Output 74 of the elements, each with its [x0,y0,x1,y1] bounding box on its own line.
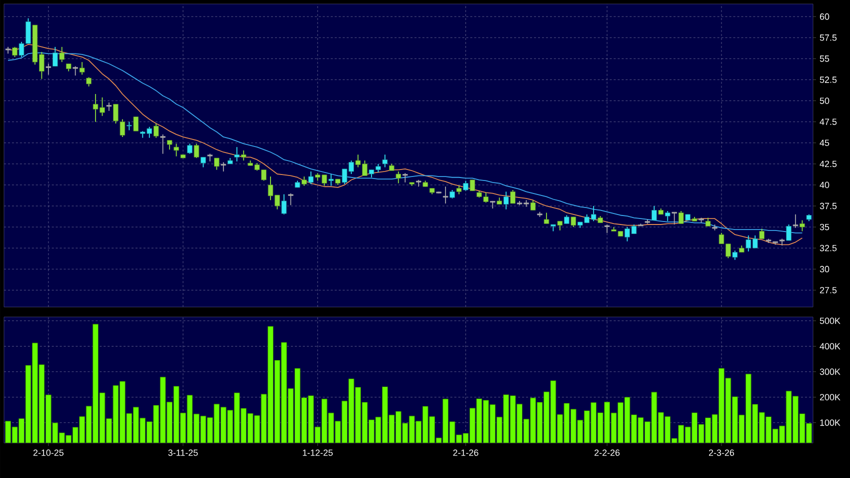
candlestick [153,123,159,138]
candlestick [557,220,563,231]
candlestick [187,143,192,154]
candlestick [79,62,85,76]
y-tick-label: 42.5 [820,160,837,168]
candlestick [604,224,610,234]
candlestick [46,63,52,76]
y-tick-label: 27.5 [820,286,837,294]
candlestick [52,46,58,67]
candlestick [665,210,670,222]
x-tick-label: 3-11-25 [168,450,198,456]
y-tick-label: 30 [820,266,830,272]
y-tick-label: 40 [820,182,830,188]
candlestick [544,212,550,224]
candlestick [470,179,476,192]
y-tick-label: 400K [820,343,840,350]
y-tick-label: 200K [820,394,840,400]
candlestick [530,200,536,211]
candlestick [194,143,200,158]
candlestick [214,158,220,170]
candlestick [652,206,657,221]
candlestick [59,46,65,63]
y-tick-label: 45 [820,140,830,146]
y-tick-label: 32.5 [820,244,837,252]
candlestick [308,171,314,185]
candlestick [174,143,179,157]
candlestick [759,228,764,240]
candlestick [288,192,294,206]
candlestick [503,191,509,210]
candlestick [570,216,576,228]
candlestick [510,190,516,204]
candlestick [106,102,112,112]
x-tick-label: 2-3-26 [708,450,734,456]
y-tick-label: 37.5 [820,202,837,210]
candlestick [442,186,448,204]
candlestick [113,104,118,124]
x-tick-label: 1-12-25 [302,450,333,456]
candlestick [200,156,206,168]
y-tick-label: 100K [820,419,840,426]
candlestick [382,154,388,168]
candlestick [396,171,402,184]
x-tick-label: 2-1-26 [453,450,478,456]
y-tick-label: 35 [820,224,830,230]
candlestick [678,210,684,224]
candlestick [792,214,798,228]
candlestick [220,162,226,172]
y-tick-label: 500K [820,318,840,324]
y-tick-label: 50 [820,98,830,104]
candlestick [240,150,246,161]
y-tick-label: 55 [820,56,830,62]
candlestick [402,172,408,183]
candlestick [133,116,139,132]
candlestick [786,224,792,241]
candlestick [302,176,307,186]
candlestick [160,134,166,154]
candlestick [12,46,18,58]
y-tick-label: 60 [820,13,830,20]
candlestick [800,220,805,232]
candlestick [120,118,126,138]
candlestick [166,140,172,150]
candlestick [328,174,334,186]
candlestick [281,194,287,215]
candlestick [86,76,92,87]
y-tick-label: 47.5 [820,118,837,125]
candlestick [463,180,468,192]
y-tick-label: 300K [820,368,840,375]
x-tick-label: 2-2-26 [594,450,620,456]
x-tick-label: 2-10-25 [33,450,64,456]
y-tick-label: 57.5 [820,34,837,41]
candlestick [672,212,677,225]
candlestick [732,250,738,260]
candlestick [72,66,78,76]
y-tick-label: 52.5 [820,76,837,83]
candlestick [234,146,240,162]
